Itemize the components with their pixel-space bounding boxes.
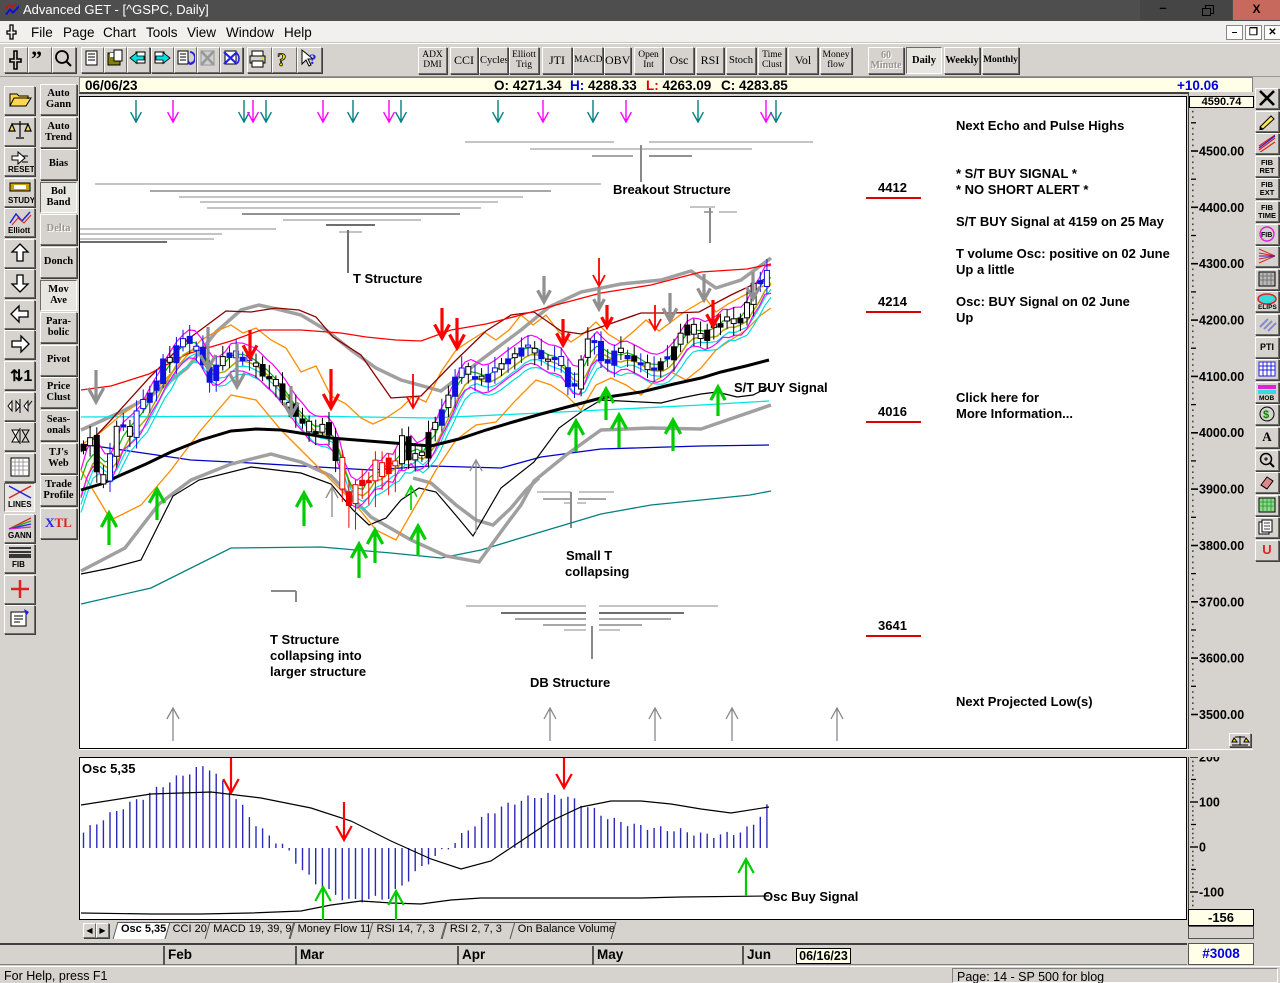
svg-text:?: ? (277, 50, 287, 70)
svg-text:T Structure: T Structure (353, 271, 422, 286)
svg-text:More Information...: More Information... (956, 406, 1073, 421)
svg-text:S/T BUY Signal: S/T BUY Signal (734, 380, 828, 395)
svg-text:Osc Buy Signal: Osc Buy Signal (763, 889, 858, 904)
svg-text:STUDY: STUDY (8, 196, 34, 205)
svg-text:Small T: Small T (566, 548, 612, 563)
svg-text:Osc 5,35: Osc 5,35 (82, 761, 136, 776)
svg-text:0: 0 (1199, 841, 1206, 855)
svg-text:4300.00: 4300.00 (1199, 257, 1244, 271)
svg-text:4200.00: 4200.00 (1199, 314, 1244, 328)
svg-text:Elliott: Elliott (8, 226, 31, 235)
svg-text:3641: 3641 (878, 618, 907, 633)
svg-text:collapsing: collapsing (565, 564, 629, 579)
svg-text:Up: Up (956, 310, 973, 325)
svg-text:T Structure: T Structure (270, 632, 339, 647)
svg-text:3700.00: 3700.00 (1199, 595, 1244, 609)
svg-text:Osc: BUY Signal on 02 June: Osc: BUY Signal on 02 June (956, 294, 1130, 309)
svg-text:4000.00: 4000.00 (1199, 426, 1244, 440)
svg-text:4400.00: 4400.00 (1199, 201, 1244, 215)
svg-text:3800.00: 3800.00 (1199, 539, 1244, 553)
svg-text:FIB: FIB (1261, 232, 1272, 239)
svg-text:Next Echo and Pulse Highs: Next Echo and Pulse Highs (956, 118, 1124, 133)
svg-text:$: $ (1263, 409, 1269, 421)
svg-text:⇅1: ⇅1 (10, 368, 32, 385)
svg-text:3900.00: 3900.00 (1199, 483, 1244, 497)
svg-text:4016: 4016 (878, 404, 907, 419)
svg-text:Up a little: Up a little (956, 262, 1015, 277)
svg-text:collapsing into: collapsing into (270, 648, 362, 663)
svg-text:larger structure: larger structure (270, 664, 366, 679)
svg-text:DB Structure: DB Structure (530, 675, 610, 690)
svg-text:3500.00: 3500.00 (1199, 708, 1244, 722)
svg-text:?: ? (309, 52, 317, 68)
svg-text:* NO SHORT ALERT *: * NO SHORT ALERT * (956, 182, 1089, 197)
svg-text:200: 200 (1199, 757, 1220, 765)
svg-text:FIB: FIB (12, 560, 25, 569)
svg-text:”: ” (31, 48, 42, 70)
svg-text:4500.00: 4500.00 (1199, 145, 1244, 159)
svg-text:Next Projected Low(s): Next Projected Low(s) (956, 694, 1093, 709)
svg-text:4214: 4214 (878, 294, 908, 309)
svg-text:S/T BUY Signal at 4159 on 25 M: S/T BUY Signal at 4159 on 25 May (956, 214, 1165, 229)
svg-text:MOB: MOB (1259, 395, 1274, 401)
svg-text:3600.00: 3600.00 (1199, 652, 1244, 666)
svg-text:-100: -100 (1199, 886, 1224, 900)
svg-text:GANN: GANN (8, 531, 32, 539)
svg-text:LINES: LINES (8, 500, 32, 508)
svg-text:4100.00: 4100.00 (1199, 370, 1244, 384)
svg-text:RESET: RESET (8, 165, 34, 174)
svg-text:ELIPS: ELIPS (1258, 304, 1277, 310)
svg-text:Breakout Structure: Breakout Structure (613, 182, 731, 197)
svg-text:T volume Osc: positive on 02 J: T volume Osc: positive on 02 June (956, 246, 1170, 261)
svg-text:Click here for: Click here for (956, 390, 1039, 405)
svg-text:4412: 4412 (878, 180, 907, 195)
svg-text:* S/T BUY SIGNAL *: * S/T BUY SIGNAL * (956, 166, 1078, 181)
svg-text:100: 100 (1199, 796, 1220, 810)
